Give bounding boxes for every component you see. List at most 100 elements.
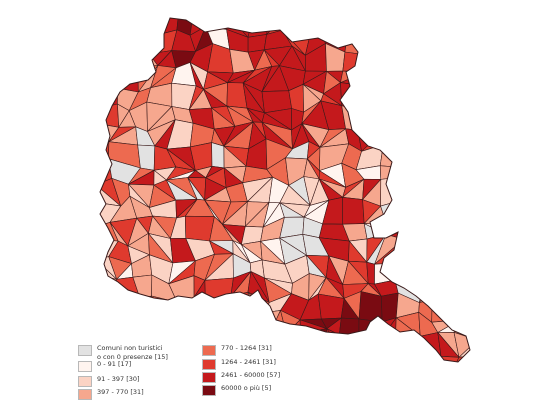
- municipality: [397, 354, 416, 362]
- legend-swatch: [202, 385, 216, 396]
- legend-label-line: 0 - 91 [17]: [97, 360, 132, 368]
- municipality: [440, 85, 464, 112]
- municipality: [435, 125, 455, 143]
- municipality: [469, 18, 470, 29]
- municipality: [114, 27, 133, 50]
- municipality: [403, 176, 424, 209]
- municipality: [403, 45, 420, 67]
- municipality: [450, 353, 470, 362]
- municipality: [156, 321, 168, 341]
- municipality: [417, 45, 441, 68]
- municipality: [100, 51, 112, 69]
- municipality: [398, 29, 417, 57]
- municipality: [418, 29, 440, 53]
- municipality: [434, 200, 457, 228]
- municipality: [203, 316, 233, 336]
- municipality: [472, 128, 496, 150]
- municipality: [108, 46, 132, 69]
- municipality: [436, 177, 457, 207]
- municipality: [338, 334, 367, 358]
- municipality: [474, 64, 495, 91]
- municipality: [112, 298, 141, 315]
- municipality: [299, 333, 326, 354]
- municipality: [418, 125, 442, 148]
- municipality: [356, 31, 384, 55]
- municipality: [403, 162, 424, 177]
- municipality: [403, 29, 420, 57]
- municipality: [461, 29, 470, 52]
- municipality: [438, 29, 464, 53]
- municipality: [472, 225, 495, 242]
- municipality: [461, 44, 470, 65]
- municipality: [100, 46, 112, 69]
- municipality: [414, 18, 443, 31]
- municipality: [450, 138, 470, 164]
- municipality: [395, 102, 425, 123]
- municipality: [413, 122, 437, 148]
- municipality: [270, 329, 287, 350]
- municipality: [317, 293, 345, 320]
- municipality: [366, 261, 375, 285]
- municipality: [474, 109, 495, 127]
- municipality: [396, 18, 416, 35]
- municipality: [112, 298, 141, 315]
- municipality: [211, 142, 225, 169]
- legend-swatch: [78, 376, 92, 387]
- municipality: [435, 109, 464, 126]
- legend-item: 2461 - 60000 [57]: [202, 371, 280, 383]
- municipality: [431, 291, 462, 323]
- municipality: [463, 90, 470, 112]
- municipality: [380, 176, 404, 207]
- municipality: [394, 254, 424, 284]
- municipality: [478, 281, 495, 303]
- municipality: [406, 237, 419, 263]
- municipality: [481, 145, 495, 169]
- municipality: [419, 275, 441, 303]
- municipality: [469, 177, 470, 208]
- legend-label-line: 60000 o più [5]: [221, 384, 272, 392]
- legend-swatch: [202, 359, 216, 370]
- municipality: [431, 275, 462, 300]
- municipality: [366, 69, 388, 87]
- municipality: [139, 295, 153, 321]
- legend-label-line: 770 - 1264 [31]: [221, 344, 272, 352]
- municipality: [100, 292, 113, 321]
- municipality: [461, 291, 470, 322]
- municipality: [230, 291, 255, 322]
- municipality: [414, 354, 442, 362]
- municipality: [396, 84, 426, 105]
- municipality: [205, 18, 227, 30]
- municipality: [454, 241, 470, 263]
- municipality: [364, 347, 387, 362]
- municipality: [166, 347, 191, 362]
- municipality: [285, 333, 301, 360]
- municipality: [290, 18, 311, 36]
- municipality: [251, 312, 272, 333]
- legend-swatch: [202, 372, 216, 383]
- municipality: [367, 84, 388, 114]
- municipality: [479, 348, 495, 373]
- legend-label-line: 2461 - 60000 [57]: [221, 371, 281, 379]
- legend-label: 60000 o più [5]: [221, 384, 271, 393]
- municipality: [440, 66, 462, 86]
- municipality: [413, 200, 439, 223]
- municipality: [279, 358, 300, 362]
- municipality: [415, 180, 439, 201]
- municipality: [399, 176, 424, 209]
- municipality: [367, 46, 384, 72]
- municipality: [456, 109, 470, 128]
- municipality: [100, 68, 118, 95]
- legend-label: 0 - 91 [17]: [97, 360, 131, 369]
- municipality: [117, 313, 140, 338]
- municipality: [476, 208, 495, 226]
- legend-label: Comuni non turistici o con 0 presenze [15…: [97, 344, 168, 361]
- municipality: [440, 65, 462, 86]
- municipality: [360, 46, 384, 72]
- municipality: [382, 121, 397, 145]
- municipality: [450, 206, 470, 228]
- municipality: [415, 162, 437, 183]
- municipality: [232, 316, 255, 333]
- municipality: [481, 163, 495, 178]
- legend-item: Comuni non turistici o con 0 presenze [15…: [78, 344, 168, 361]
